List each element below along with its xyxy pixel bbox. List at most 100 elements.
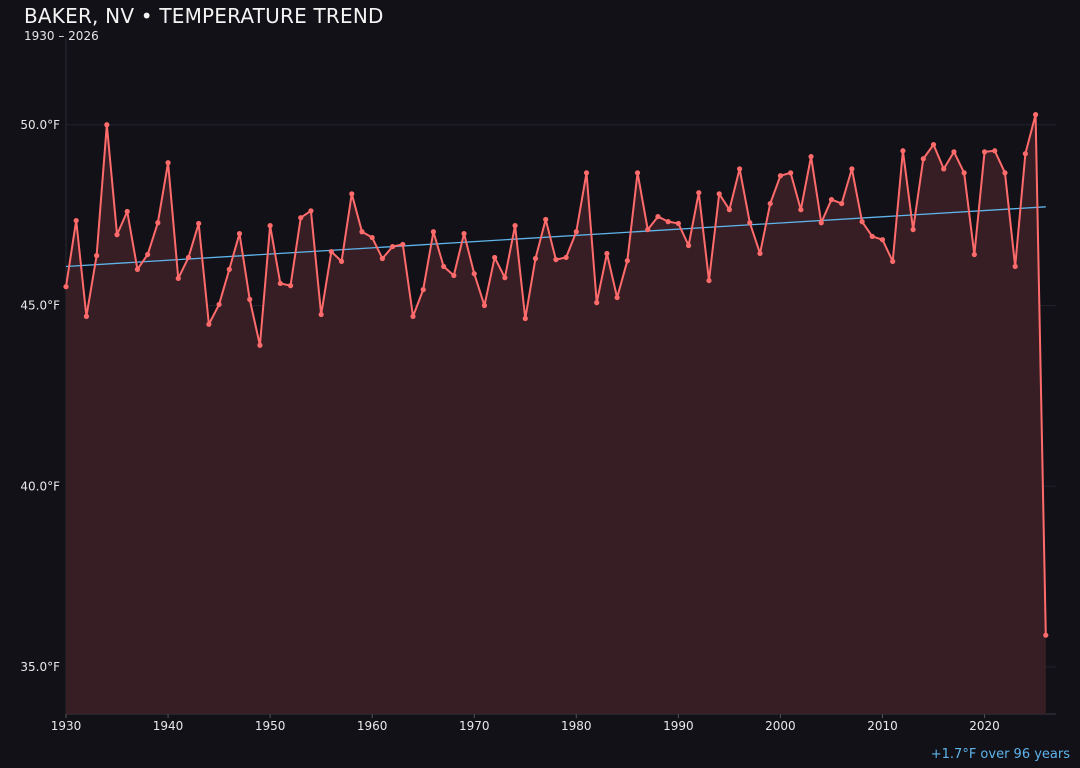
data-point [675, 220, 681, 227]
data-point [338, 258, 345, 265]
data-point [543, 216, 549, 223]
data-point [226, 266, 232, 272]
data-point [828, 196, 835, 203]
data-point [512, 223, 518, 229]
data-point [726, 207, 733, 213]
data-point [522, 315, 528, 322]
data-point [400, 241, 406, 248]
data-point [379, 255, 385, 262]
data-point [941, 166, 947, 172]
data-point [451, 272, 457, 279]
x-tick-label: 1980 [561, 719, 592, 733]
data-point [553, 256, 559, 263]
data-point [788, 170, 794, 176]
data-point [73, 217, 79, 224]
data-point [971, 251, 977, 258]
data-point [94, 253, 100, 259]
y-tick-label: 35.0°F [20, 660, 60, 674]
data-point [1002, 170, 1008, 176]
data-point [573, 229, 579, 235]
data-point [910, 226, 916, 233]
data-point [359, 229, 365, 235]
data-point [287, 283, 294, 289]
y-tick-label: 40.0°F [20, 479, 60, 493]
x-tick-label: 1930 [51, 719, 82, 733]
trend-annotation: +1.7°F over 96 years [930, 747, 1070, 762]
data-point [247, 296, 253, 302]
y-tick-label: 50.0°F [20, 118, 60, 132]
data-point [839, 200, 845, 207]
data-point [1043, 632, 1049, 638]
data-point [798, 207, 804, 213]
data-point [900, 148, 906, 154]
area-fill [66, 114, 1046, 714]
data-point [594, 300, 600, 306]
x-tick-label: 2020 [969, 719, 1000, 733]
data-point [930, 142, 937, 148]
chart-subtitle: 1930 – 2026 [24, 29, 99, 43]
data-point [665, 219, 671, 225]
data-point [461, 230, 467, 237]
x-tick-label: 2010 [867, 719, 898, 733]
data-point [532, 255, 539, 262]
data-point [410, 313, 416, 319]
data-point [920, 156, 926, 162]
data-point [502, 275, 508, 281]
data-point [104, 122, 110, 128]
x-tick-label: 1950 [255, 719, 286, 733]
data-point [849, 166, 855, 172]
data-point [818, 220, 824, 226]
data-point [308, 208, 314, 214]
data-point [298, 215, 304, 221]
data-point [808, 153, 814, 160]
data-point [185, 254, 192, 261]
data-point [328, 249, 334, 255]
data-point [389, 243, 396, 250]
data-point [175, 275, 181, 281]
data-point [716, 191, 722, 197]
data-point [277, 280, 283, 287]
data-point [145, 251, 151, 258]
data-point [481, 302, 488, 309]
data-point [634, 170, 641, 176]
data-point [981, 149, 988, 155]
trend-line [65, 206, 1046, 268]
x-tick-label: 1990 [663, 719, 694, 733]
data-point [124, 208, 130, 215]
data-point [1032, 112, 1039, 118]
data-point [1012, 263, 1018, 270]
data-point [471, 271, 477, 277]
data-point [420, 287, 426, 293]
data-point [767, 200, 773, 207]
y-tick-label: 45.0°F [20, 299, 60, 313]
data-point [961, 170, 967, 176]
data-point [563, 254, 569, 261]
data-point [737, 166, 743, 172]
data-point [206, 321, 212, 327]
data-point [777, 173, 784, 179]
data-point [492, 254, 498, 261]
data-point [267, 223, 273, 229]
data-point [430, 229, 437, 235]
data-point [604, 250, 610, 257]
data-point [236, 230, 243, 237]
data-point [1022, 151, 1028, 157]
data-point [992, 148, 998, 154]
data-point [165, 160, 171, 166]
data-point [696, 190, 702, 196]
data-point [879, 237, 886, 243]
data-point [951, 149, 957, 155]
x-tick-label: 2000 [765, 719, 796, 733]
data-point [114, 232, 120, 238]
data-point [869, 233, 875, 240]
data-point [134, 266, 141, 272]
data-point [614, 294, 620, 301]
data-point [155, 220, 161, 226]
data-point [369, 234, 375, 241]
data-point [63, 284, 69, 290]
data-point [624, 258, 630, 264]
x-tick-label: 1940 [153, 719, 184, 733]
data-point [318, 311, 324, 318]
data-point [83, 313, 90, 319]
